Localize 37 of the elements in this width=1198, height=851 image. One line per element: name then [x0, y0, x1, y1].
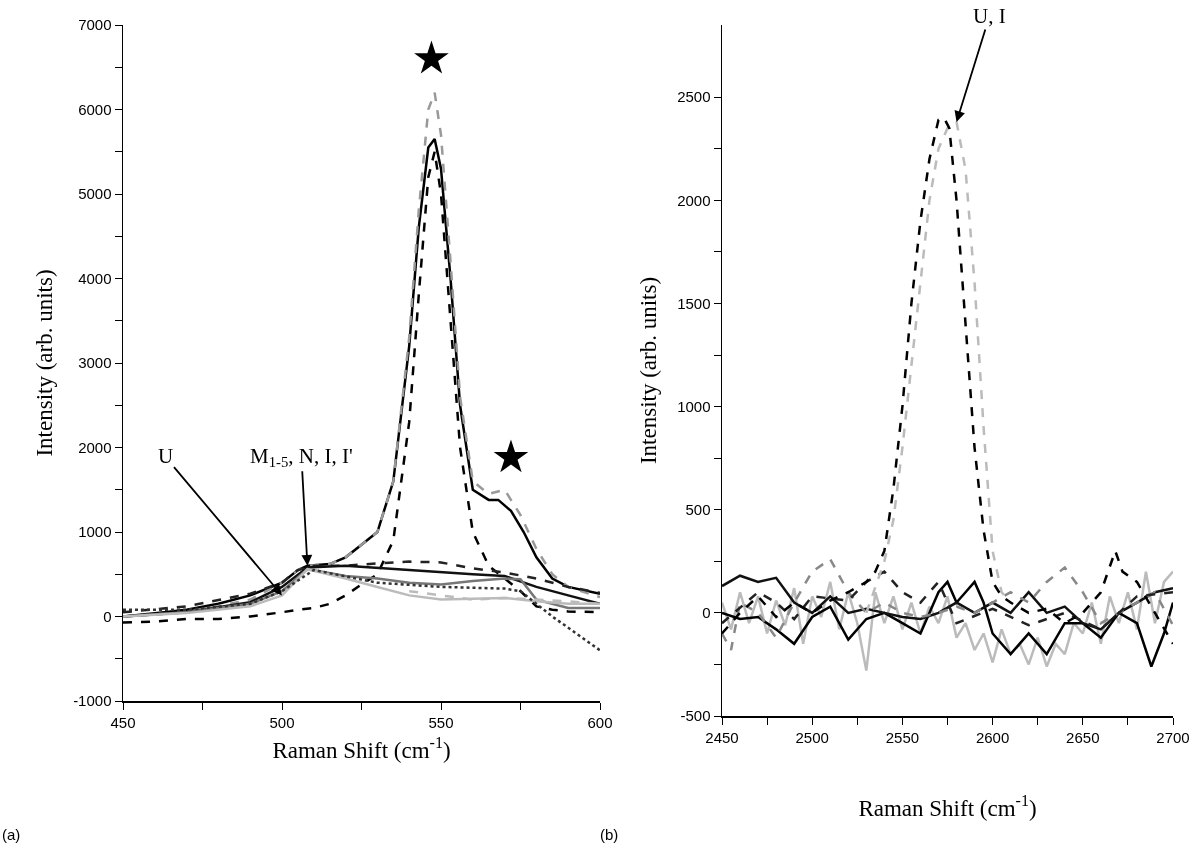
y-tick-label: 2000 — [78, 438, 112, 456]
y-tick-label: 2500 — [677, 88, 711, 106]
y-tick-label: 1000 — [677, 397, 711, 415]
line-series — [722, 557, 1173, 652]
y-axis-title: Intensity (arb. units) — [635, 276, 661, 465]
y-tick-label: 0 — [702, 604, 711, 622]
x-tick-label: 2650 — [1066, 728, 1100, 746]
annotation: U — [158, 444, 174, 468]
x-tick-label: 450 — [110, 713, 136, 731]
y-tick-label: 1000 — [78, 523, 112, 541]
y-tick-label: -1000 — [73, 692, 112, 710]
x-tick-label: 550 — [428, 713, 454, 731]
line-series — [123, 568, 600, 652]
y-tick-label: -500 — [680, 707, 711, 725]
y-tick-label: 0 — [103, 607, 112, 625]
annotation: U, I — [973, 4, 1006, 28]
y-tick-label: 7000 — [78, 16, 112, 34]
y-tick-label: 4000 — [78, 269, 112, 287]
x-axis-title: Raman Shift (cm$^{-1}$) — [272, 734, 451, 763]
y-axis-title: Intensity (arb. units) — [31, 269, 57, 457]
x-tick-label: 2700 — [1156, 728, 1190, 746]
x-axis-title: Raman Shift (cm$^{-1}$) — [858, 792, 1037, 821]
y-tick-label: 5000 — [78, 185, 112, 203]
y-tick-label: 3000 — [78, 354, 112, 372]
x-tick-label: 500 — [269, 713, 295, 731]
y-tick-label: 1500 — [677, 294, 711, 312]
x-tick-label: 600 — [587, 713, 613, 731]
annotation: M$_{1-5}$, N, I, I' — [250, 444, 353, 471]
x-tick-label: 2500 — [795, 728, 829, 746]
y-tick-label: 500 — [685, 500, 711, 518]
x-tick-label: 2450 — [705, 728, 739, 746]
y-tick-label: 2000 — [677, 191, 711, 209]
text: (b) — [600, 826, 619, 843]
text: (a) — [2, 826, 21, 843]
x-tick-label: 2550 — [885, 728, 920, 746]
x-tick-label: 2600 — [975, 728, 1010, 746]
y-tick-label: 6000 — [78, 100, 112, 118]
